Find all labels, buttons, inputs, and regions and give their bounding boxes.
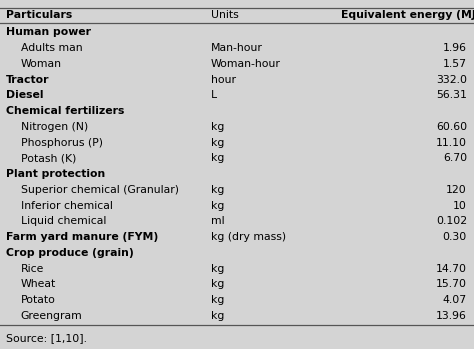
Text: 1.57: 1.57 (443, 59, 467, 69)
Text: Phosphorus (P): Phosphorus (P) (21, 138, 103, 148)
Text: 0.102: 0.102 (436, 216, 467, 227)
Text: Units: Units (211, 10, 239, 20)
Text: 13.96: 13.96 (436, 311, 467, 321)
Text: 56.31: 56.31 (436, 90, 467, 101)
Text: 1.96: 1.96 (443, 43, 467, 53)
Text: kg: kg (211, 264, 224, 274)
Text: Tractor: Tractor (6, 75, 49, 84)
Text: Plant protection: Plant protection (6, 169, 105, 179)
Text: Farm yard manure (FYM): Farm yard manure (FYM) (6, 232, 158, 242)
Text: Diesel: Diesel (6, 90, 43, 101)
Text: Source: [1,10].: Source: [1,10]. (6, 334, 87, 343)
Text: kg: kg (211, 295, 224, 305)
Text: L: L (211, 90, 217, 101)
Text: Greengram: Greengram (21, 311, 82, 321)
Text: Particulars: Particulars (6, 10, 72, 20)
Text: Superior chemical (Granular): Superior chemical (Granular) (21, 185, 179, 195)
Text: Equivalent energy (MJ): Equivalent energy (MJ) (341, 10, 474, 20)
Text: 60.60: 60.60 (436, 122, 467, 132)
Text: 332.0: 332.0 (436, 75, 467, 84)
Text: kg: kg (211, 122, 224, 132)
Text: 14.70: 14.70 (436, 264, 467, 274)
Text: Wheat: Wheat (21, 280, 56, 289)
Text: kg: kg (211, 138, 224, 148)
Text: 11.10: 11.10 (436, 138, 467, 148)
Text: hour: hour (211, 75, 236, 84)
Text: Liquid chemical: Liquid chemical (21, 216, 106, 227)
Text: Woman-hour: Woman-hour (211, 59, 281, 69)
Text: Nitrogen (N): Nitrogen (N) (21, 122, 88, 132)
Text: Woman: Woman (21, 59, 62, 69)
Text: kg: kg (211, 154, 224, 163)
Text: Adults man: Adults man (21, 43, 82, 53)
Text: 15.70: 15.70 (436, 280, 467, 289)
Text: 120: 120 (446, 185, 467, 195)
Text: 4.07: 4.07 (443, 295, 467, 305)
Text: Crop produce (grain): Crop produce (grain) (6, 248, 134, 258)
Text: Potato: Potato (21, 295, 56, 305)
Text: kg: kg (211, 311, 224, 321)
Text: kg: kg (211, 185, 224, 195)
Text: Rice: Rice (21, 264, 44, 274)
Text: 0.30: 0.30 (443, 232, 467, 242)
Text: Chemical fertilizers: Chemical fertilizers (6, 106, 124, 116)
Text: kg: kg (211, 201, 224, 211)
Text: Inferior chemical: Inferior chemical (21, 201, 113, 211)
Text: Man-hour: Man-hour (211, 43, 263, 53)
Text: ml: ml (211, 216, 225, 227)
Text: kg (dry mass): kg (dry mass) (211, 232, 286, 242)
Text: 10: 10 (453, 201, 467, 211)
Text: Potash (K): Potash (K) (21, 154, 76, 163)
Text: 6.70: 6.70 (443, 154, 467, 163)
Text: Human power: Human power (6, 27, 91, 37)
Text: kg: kg (211, 280, 224, 289)
